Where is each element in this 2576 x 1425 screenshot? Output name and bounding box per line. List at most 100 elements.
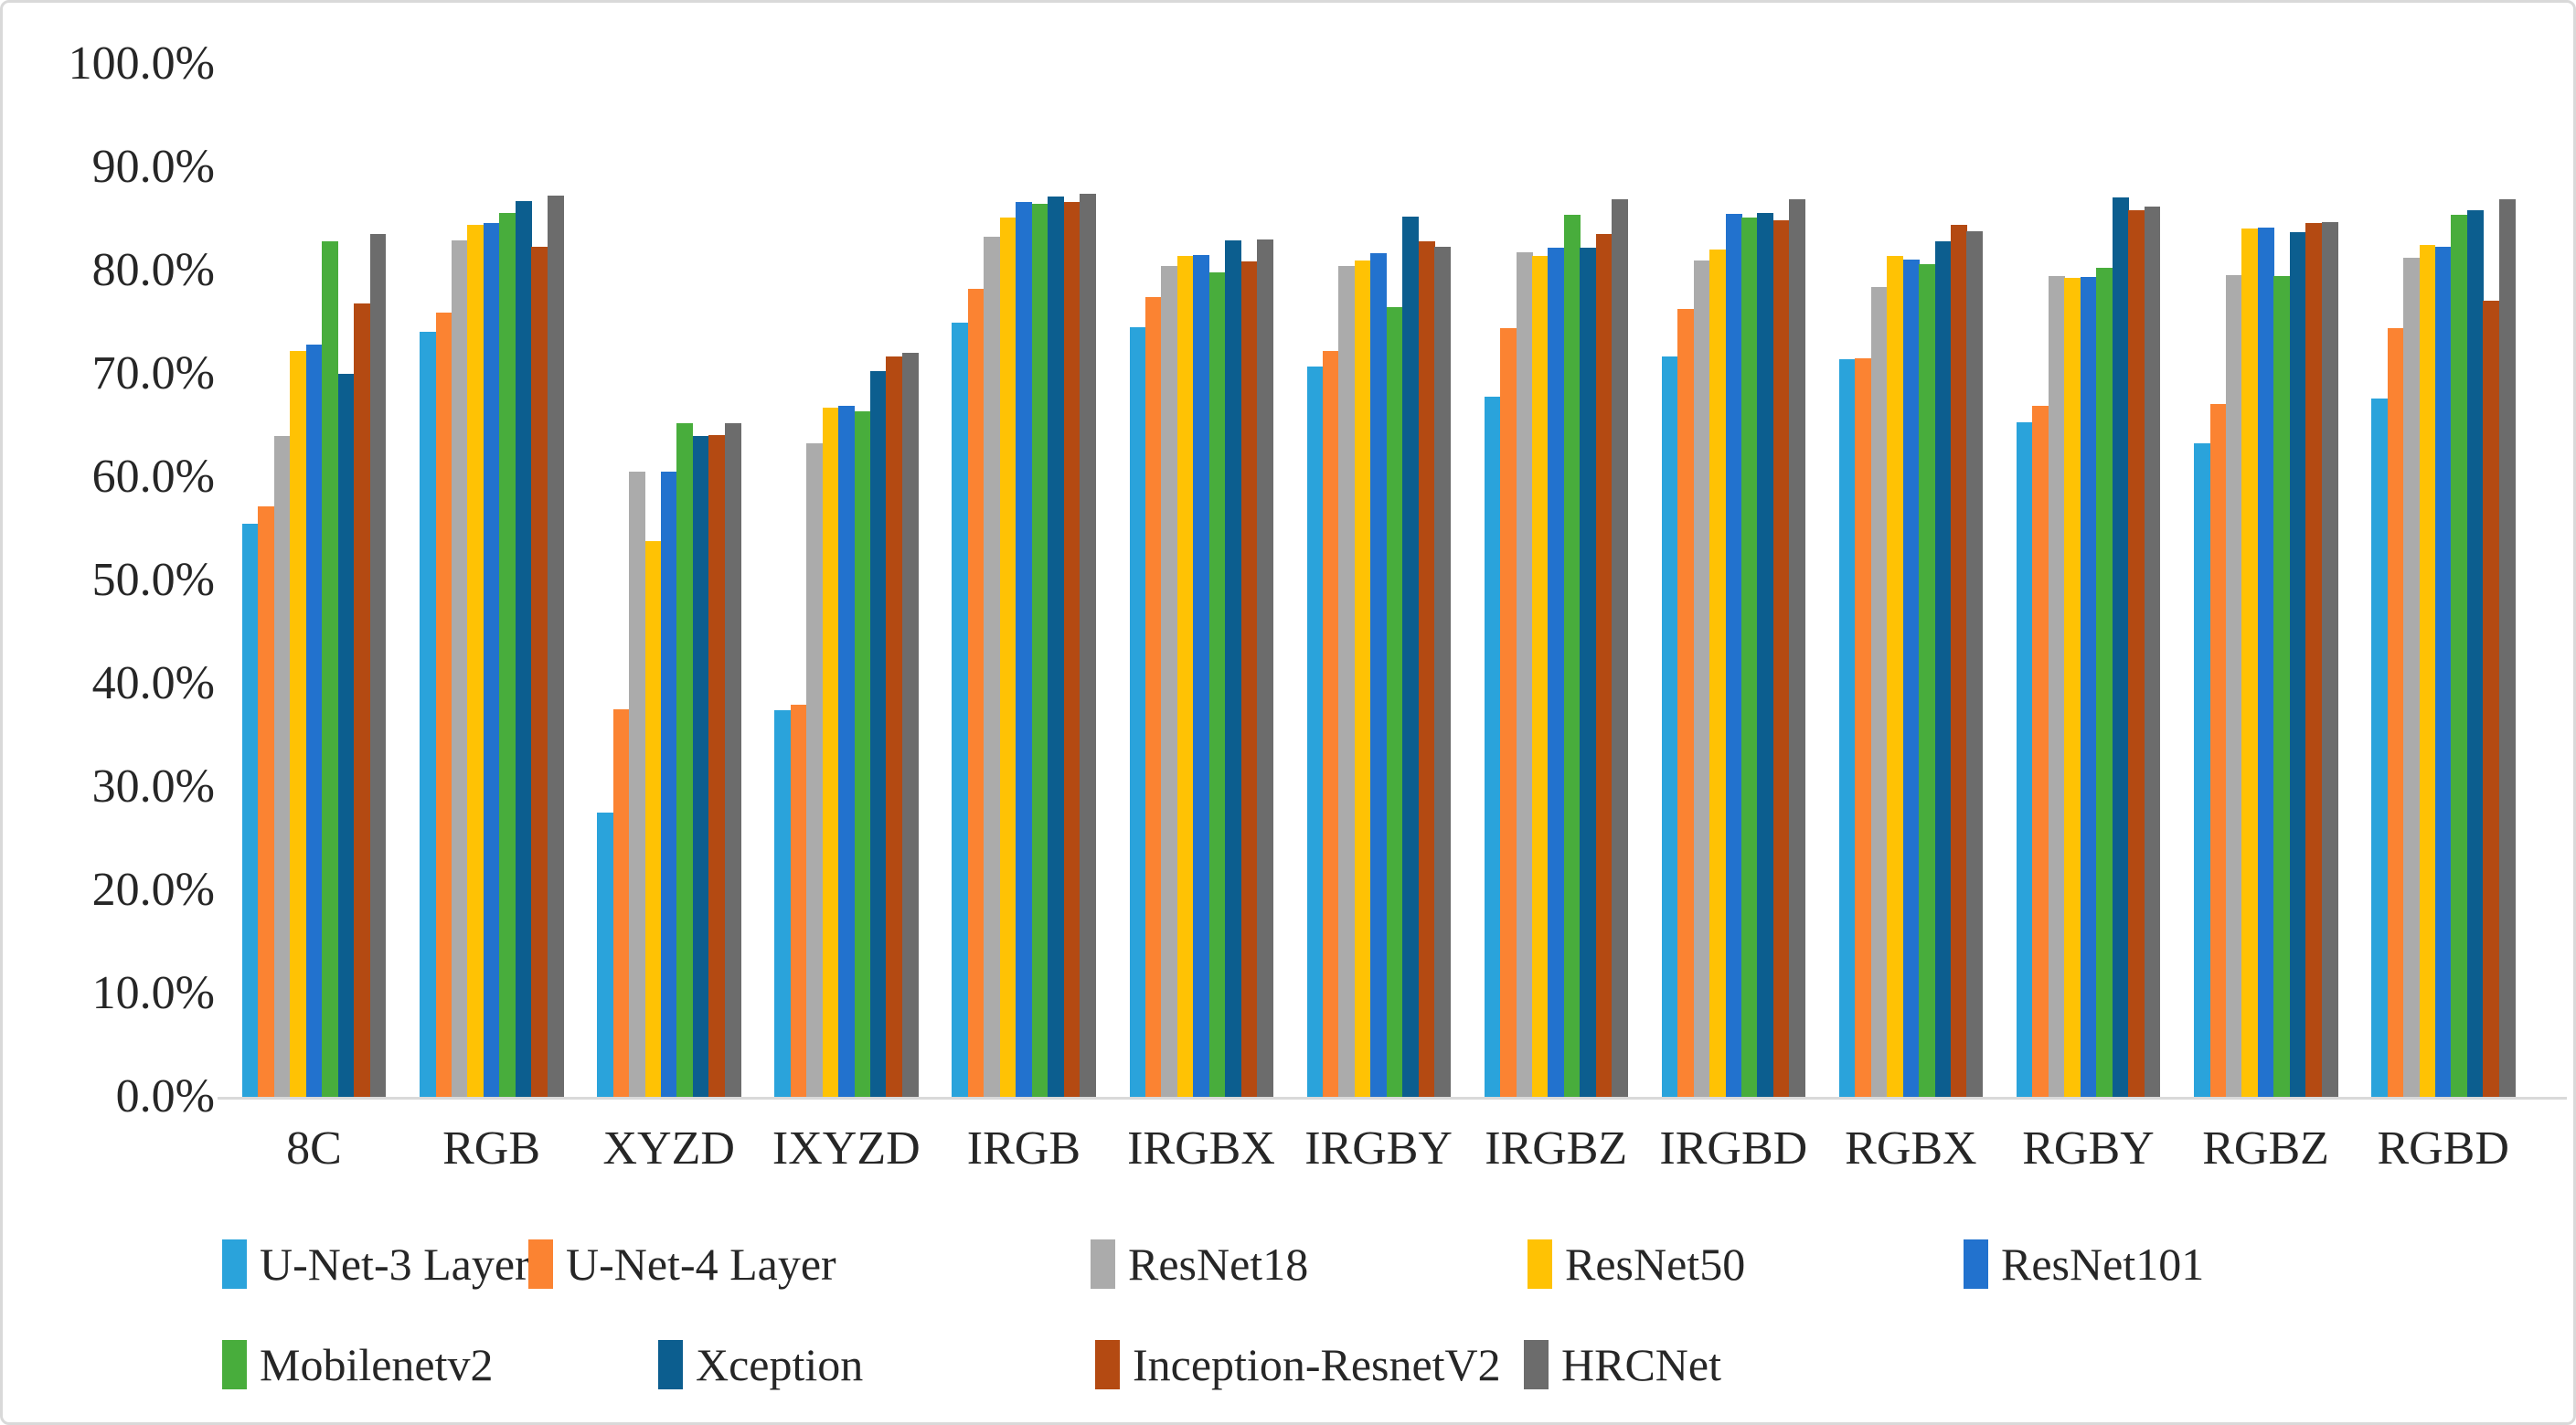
bar-u-net-3-layer-rgbz <box>2194 442 2211 1097</box>
legend-marker-icon <box>1964 1239 1988 1289</box>
bar-u-net-4-layer-irgbz <box>1500 328 1517 1097</box>
y-axis-tick-label: 0.0% <box>115 1070 215 1122</box>
legend-item-inception-resnetv2: Inception-ResnetV2 <box>1095 1339 1501 1390</box>
bar-inception-resnetv2-irgbx <box>1240 261 1258 1097</box>
bar-resnet101-irgbz <box>1548 248 1565 1097</box>
y-axis-tick-label: 50.0% <box>91 554 215 606</box>
bar-mobilenetv2-rgbz <box>2273 275 2291 1097</box>
bar-resnet50-irgby <box>1354 260 1371 1097</box>
bar-mobilenetv2-xyzd <box>676 423 694 1097</box>
bar-resnet50-irgb <box>999 218 1017 1097</box>
bar-u-net-4-layer-rgbx <box>1855 358 1872 1097</box>
bar-u-net-4-layer-8c <box>258 505 275 1097</box>
bar-xception-rgby <box>2112 197 2129 1097</box>
legend-item-resnet101: ResNet101 <box>1964 1239 2204 1290</box>
bar-u-net-3-layer-rgbx <box>1838 359 1856 1097</box>
x-axis-line <box>218 1097 2567 1100</box>
bar-xception-irgb <box>1048 196 1064 1097</box>
x-axis-label-rgbx: RGBX <box>1845 1122 1977 1175</box>
bar-resnet50-irgbx <box>1176 256 1194 1097</box>
bar-xception-irgbz <box>1580 248 1597 1097</box>
bar-hrcnet-irgbd <box>1789 199 1806 1097</box>
bar-u-net-4-layer-rgbz <box>2209 403 2227 1097</box>
bar-u-net-4-layer-irgb <box>967 289 985 1097</box>
bar-xception-rgbz <box>2289 232 2306 1097</box>
bar-mobilenetv2-8c <box>322 241 339 1097</box>
bar-xception-ixyzd <box>869 370 887 1097</box>
bar-resnet50-rgbd <box>2419 244 2436 1097</box>
x-axis-label-irgbd: IRGBD <box>1659 1122 1808 1175</box>
bar-hrcnet-irgb <box>1079 194 1096 1097</box>
legend-marker-icon <box>1528 1239 1552 1289</box>
bar-resnet101-rgbd <box>2434 247 2452 1097</box>
bar-resnet18-xyzd <box>629 472 646 1097</box>
bar-u-net-3-layer-irgbd <box>1661 356 1678 1097</box>
bar-inception-resnetv2-irgbz <box>1595 234 1613 1097</box>
legend-label: Xception <box>696 1339 864 1390</box>
bar-resnet18-irgby <box>1338 266 1356 1097</box>
bar-resnet101-rgb <box>483 223 500 1097</box>
bar-resnet101-irgbx <box>1193 255 1210 1097</box>
bar-inception-resnetv2-rgbd <box>2483 300 2500 1097</box>
legend-label: Mobilenetv2 <box>260 1339 494 1390</box>
bar-resnet18-ixyzd <box>806 442 824 1097</box>
bar-u-net-4-layer-irgbd <box>1677 308 1695 1097</box>
bar-xception-rgbd <box>2466 210 2484 1097</box>
bar-mobilenetv2-ixyzd <box>854 410 871 1097</box>
bar-resnet50-rgbz <box>2241 228 2259 1097</box>
x-axis-label-irgb: IRGB <box>966 1122 1081 1175</box>
bar-resnet18-rgbx <box>1870 287 1888 1097</box>
y-axis-tick-label: 60.0% <box>91 451 215 503</box>
bar-hrcnet-irgbx <box>1257 239 1273 1097</box>
bar-mobilenetv2-irgbz <box>1563 214 1581 1097</box>
bar-u-net-3-layer-rgbd <box>2371 399 2389 1097</box>
bar-resnet18-irgbz <box>1516 251 1533 1097</box>
bar-u-net-3-layer-irgbx <box>1129 327 1146 1097</box>
bar-mobilenetv2-rgb <box>499 212 516 1097</box>
bar-hrcnet-rgbx <box>1966 231 1984 1097</box>
legend-item-resnet50: ResNet50 <box>1528 1239 1745 1290</box>
bar-inception-resnetv2-rgb <box>531 247 548 1097</box>
bar-mobilenetv2-rgbd <box>2451 214 2468 1097</box>
y-axis-tick-label: 70.0% <box>91 347 215 399</box>
bar-u-net-4-layer-rgb <box>435 313 452 1097</box>
bar-u-net-4-layer-ixyzd <box>790 704 807 1097</box>
bar-resnet18-rgbd <box>2403 258 2421 1097</box>
bar-resnet50-rgb <box>467 225 484 1097</box>
bar-u-net-3-layer-xyzd <box>597 813 614 1097</box>
y-axis-tick-label: 100.0% <box>68 37 215 90</box>
bar-hrcnet-rgby <box>2144 206 2161 1097</box>
bar-xception-xyzd <box>692 435 709 1097</box>
bar-xception-rgbx <box>1934 241 1952 1097</box>
x-axis-label-xyzd: XYZD <box>602 1122 735 1175</box>
bar-u-net-4-layer-rgbd <box>2387 328 2404 1097</box>
legend-item-resnet18: ResNet18 <box>1091 1239 1308 1290</box>
bar-mobilenetv2-irgbd <box>1741 218 1758 1097</box>
y-axis-tick-label: 10.0% <box>91 967 215 1019</box>
bar-inception-resnetv2-xyzd <box>708 434 726 1097</box>
bar-hrcnet-rgb <box>547 195 564 1097</box>
x-axis-label-irgbx: IRGBX <box>1127 1122 1275 1175</box>
bar-u-net-4-layer-rgby <box>2032 406 2049 1097</box>
bar-inception-resnetv2-rgbx <box>1951 225 1967 1097</box>
bar-resnet50-irgbd <box>1709 250 1727 1097</box>
bar-mobilenetv2-irgby <box>1386 306 1403 1097</box>
legend-item-xception: Xception <box>658 1339 863 1390</box>
bar-u-net-3-layer-irgby <box>1306 367 1324 1097</box>
bar-resnet18-rgb <box>451 240 468 1097</box>
y-axis-tick-label: 40.0% <box>91 657 215 709</box>
bar-resnet101-8c <box>305 345 323 1097</box>
bar-u-net-4-layer-irgbx <box>1144 297 1162 1097</box>
bar-inception-resnetv2-8c <box>354 303 371 1097</box>
y-axis-tick-label: 80.0% <box>91 244 215 296</box>
legend-label: ResNet50 <box>1565 1239 1746 1290</box>
bar-resnet18-irgb <box>984 236 1001 1097</box>
x-axis-label-irgby: IRGBY <box>1304 1122 1453 1175</box>
legend-label: ResNet101 <box>2001 1239 2205 1290</box>
x-axis-label-ixyzd: IXYZD <box>772 1122 921 1175</box>
legend-label: Inception-ResnetV2 <box>1133 1339 1501 1390</box>
bar-mobilenetv2-irgbx <box>1208 272 1226 1097</box>
bar-hrcnet-rgbd <box>2498 199 2516 1097</box>
legend-marker-icon <box>1091 1239 1115 1289</box>
